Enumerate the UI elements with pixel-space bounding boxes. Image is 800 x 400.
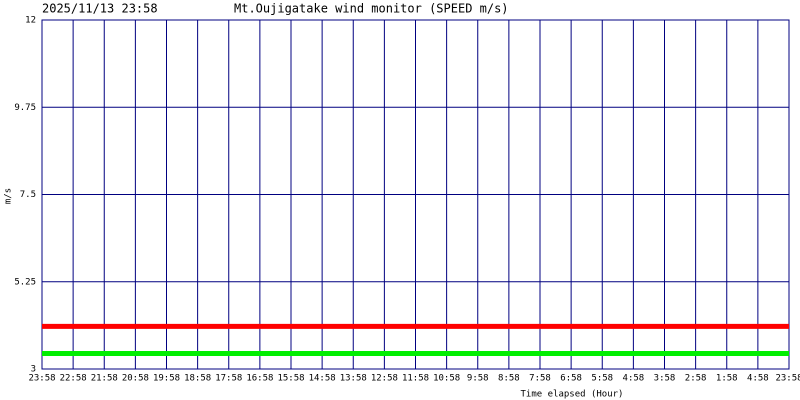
y-tick-label: 5.25: [14, 277, 36, 287]
x-tick-label: 10:58: [433, 374, 460, 384]
x-tick-label: 3:58: [654, 374, 676, 384]
x-tick-label: 1:58: [716, 374, 738, 384]
plot-border: [41, 19, 790, 370]
x-tick-label: 22:58: [60, 374, 87, 384]
y-axis-label: m/s: [4, 188, 14, 204]
y-tick-label: 9.75: [14, 103, 36, 113]
x-tick-label: 6:58: [560, 374, 582, 384]
x-tick-label: 14:58: [309, 374, 336, 384]
chart-title: Mt.Oujigatake wind monitor (SPEED m/s): [234, 2, 509, 16]
x-tick-label: 2:58: [685, 374, 707, 384]
timestamp: 2025/11/13 23:58: [42, 2, 158, 16]
y-tick-label: 12: [25, 16, 36, 26]
x-axis-label: Time elapsed (Hour): [521, 390, 624, 400]
x-tick-label: 11:58: [402, 374, 429, 384]
x-tick-label: 4:58: [747, 374, 769, 384]
x-tick-label: 17:58: [215, 374, 242, 384]
x-tick-label: 16:58: [246, 374, 273, 384]
x-tick-label: 13:58: [340, 374, 367, 384]
x-tick-label: 23:58: [28, 374, 55, 384]
x-tick-label: 9:58: [467, 374, 489, 384]
x-tick-label: 23:58: [775, 374, 800, 384]
x-tick-label: 18:58: [184, 374, 211, 384]
x-tick-label: 15:58: [277, 374, 304, 384]
x-tick-label: 12:58: [371, 374, 398, 384]
x-tick-label: 4:58: [623, 374, 645, 384]
x-tick-label: 7:58: [529, 374, 551, 384]
x-tick-label: 21:58: [91, 374, 118, 384]
x-tick-label: 19:58: [153, 374, 180, 384]
x-tick-label: 8:58: [498, 374, 520, 384]
y-tick-label: 3: [31, 365, 36, 375]
y-tick-label: 7.5: [20, 190, 36, 200]
x-tick-label: 20:58: [122, 374, 149, 384]
x-tick-label: 5:58: [591, 374, 613, 384]
